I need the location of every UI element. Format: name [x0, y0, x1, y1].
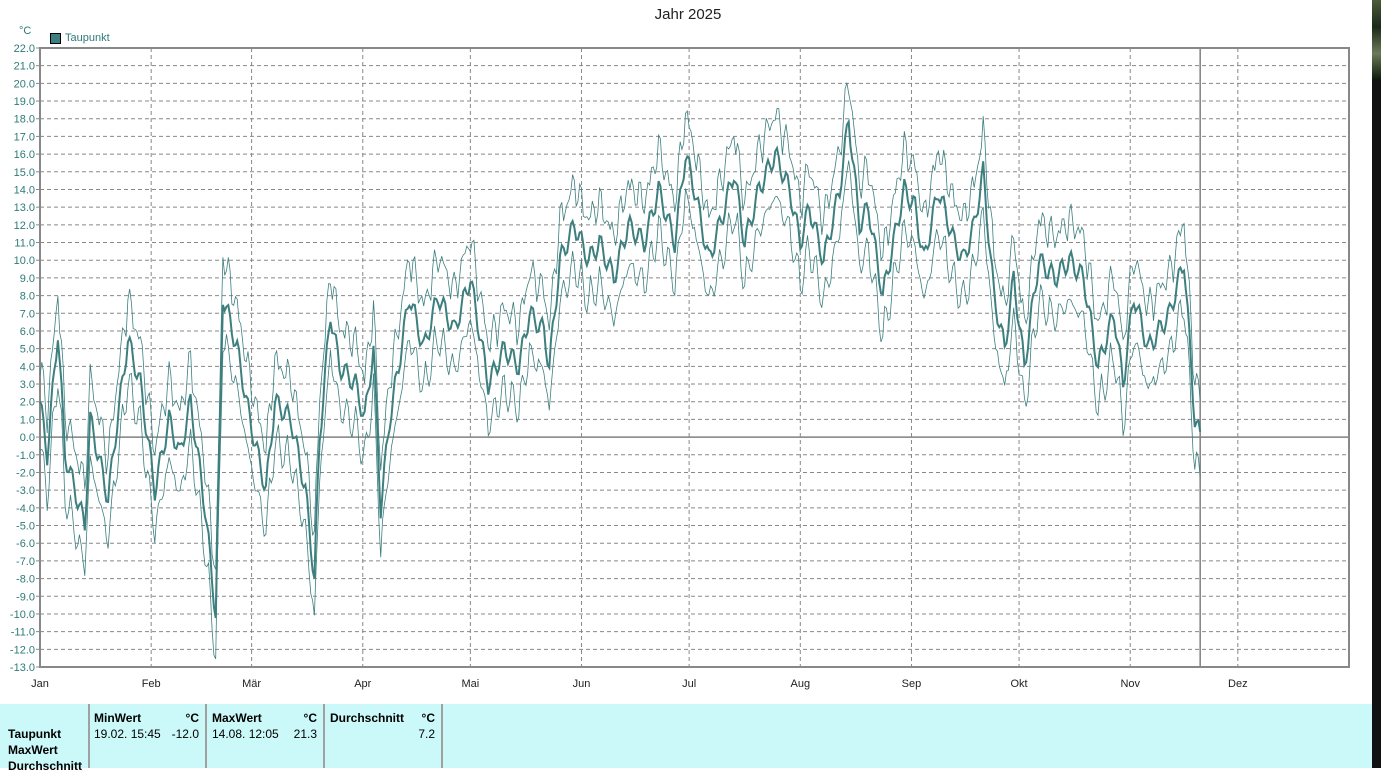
y-tick-label: 13.0 — [14, 202, 35, 214]
y-tick-label: 8.0 — [20, 291, 35, 303]
max-column: MaxWert °C 14.08. 12:05 21.3 — [207, 704, 325, 768]
legend-label: Taupunkt — [65, 32, 110, 44]
y-tick-label: -11.0 — [11, 627, 35, 639]
x-tick-label: Aug — [791, 678, 811, 690]
y-tick-label: -13.0 — [10, 662, 35, 674]
series-max-line — [39, 82, 1201, 570]
y-tick-label: -8.0 — [16, 574, 35, 586]
avg-column: Durchschnitt °C 7.2 — [325, 704, 443, 768]
chart-plot: -13.0 -12.0 -11.0 -10.0 -9.0 -8.0 -7.0 -6.0 -5.0… — [10, 43, 1350, 690]
series-avg-line — [39, 118, 1202, 619]
chart-title: Jahr 2025 — [654, 6, 722, 23]
x-tick-label: Nov — [1120, 678, 1140, 690]
y-tick-label: 22.0 — [14, 43, 35, 55]
y-tick-label: 9.0 — [20, 273, 35, 285]
row-label: Taupunkt — [8, 727, 62, 741]
x-tick-label: Apr — [354, 678, 371, 690]
y-tick-label: 17.0 — [14, 131, 35, 143]
max-header: MaxWert — [212, 711, 262, 725]
y-tick-label: -2.0 — [16, 467, 35, 479]
y-tick-label: -4.0 — [16, 503, 35, 515]
avg-unit: °C — [421, 711, 435, 725]
y-tick-label: -6.0 — [16, 538, 35, 550]
x-tick-label: Jan — [31, 678, 49, 690]
y-tick-label: 12.0 — [14, 220, 35, 232]
y-tick-label: 15.0 — [14, 167, 35, 179]
row-label: MaxWert — [8, 743, 58, 757]
x-tick-label: Feb — [142, 678, 161, 690]
y-tick-label: 16.0 — [14, 149, 35, 161]
series-min-line — [39, 160, 1201, 660]
plot-frame — [39, 47, 1350, 668]
x-tick-label: Dez — [1228, 678, 1248, 690]
avg-value: 7.2 — [418, 727, 435, 741]
x-tick-label: Jun — [573, 678, 591, 690]
row-labels-column: Taupunkt MaxWert Durchschnitt — [0, 704, 90, 773]
x-tick-label: Mai — [461, 678, 479, 690]
max-unit: °C — [303, 711, 317, 725]
min-header: MinWert — [94, 711, 142, 725]
max-date: 14.08. 12:05 — [212, 727, 279, 741]
y-tick-label: -7.0 — [16, 556, 35, 568]
legend: Taupunkt — [50, 32, 110, 44]
y-tick-label: 10.0 — [14, 255, 35, 267]
statistics-table: Taupunkt MaxWert Durchschnitt MinWert °C… — [0, 704, 1372, 773]
y-tick-label: 6.0 — [20, 326, 35, 338]
x-tick-label: Mär — [242, 678, 261, 690]
y-tick-label: -5.0 — [16, 521, 35, 533]
y-tick-label: 1.0 — [20, 414, 35, 426]
y-tick-label: -3.0 — [16, 485, 35, 497]
y-tick-label: 18.0 — [14, 114, 35, 126]
min-column: MinWert °C 19.02. 15:45 -12.0 — [90, 704, 207, 768]
y-tick-label: 5.0 — [20, 344, 35, 356]
y-tick-label: 21.0 — [14, 61, 35, 73]
x-tick-label: Sep — [902, 678, 922, 690]
legend-swatch — [50, 32, 61, 44]
avg-header: Durchschnitt — [330, 711, 405, 725]
background-image-edge-dark — [1372, 80, 1381, 768]
background-image-edge — [1372, 0, 1381, 80]
row-label: Durchschnitt — [8, 759, 83, 773]
y-tick-label: 14.0 — [14, 184, 35, 196]
y-tick-label: -12.0 — [10, 644, 35, 656]
x-tick-label: Okt — [1010, 678, 1027, 690]
y-tick-label: -1.0 — [16, 450, 35, 462]
y-tick-label: 4.0 — [20, 361, 35, 373]
y-tick-label: 3.0 — [20, 379, 35, 391]
y-tick-label: 7.0 — [20, 308, 35, 320]
y-tick-label: 0.0 — [20, 432, 35, 444]
y-tick-label: -9.0 — [16, 591, 35, 603]
min-unit: °C — [185, 711, 199, 725]
min-date: 19.02. 15:45 — [94, 727, 161, 741]
x-tick-label: Jul — [682, 678, 696, 690]
y-tick-label: 20.0 — [14, 78, 35, 90]
y-tick-label: -10.0 — [10, 609, 35, 621]
y-tick-label: 11.0 — [14, 238, 35, 250]
min-value: -12.0 — [171, 727, 199, 741]
max-value: 21.3 — [293, 727, 317, 741]
y-axis-unit: °C — [19, 25, 32, 37]
y-tick-label: 2.0 — [20, 397, 35, 409]
y-tick-label: 19.0 — [14, 96, 35, 108]
